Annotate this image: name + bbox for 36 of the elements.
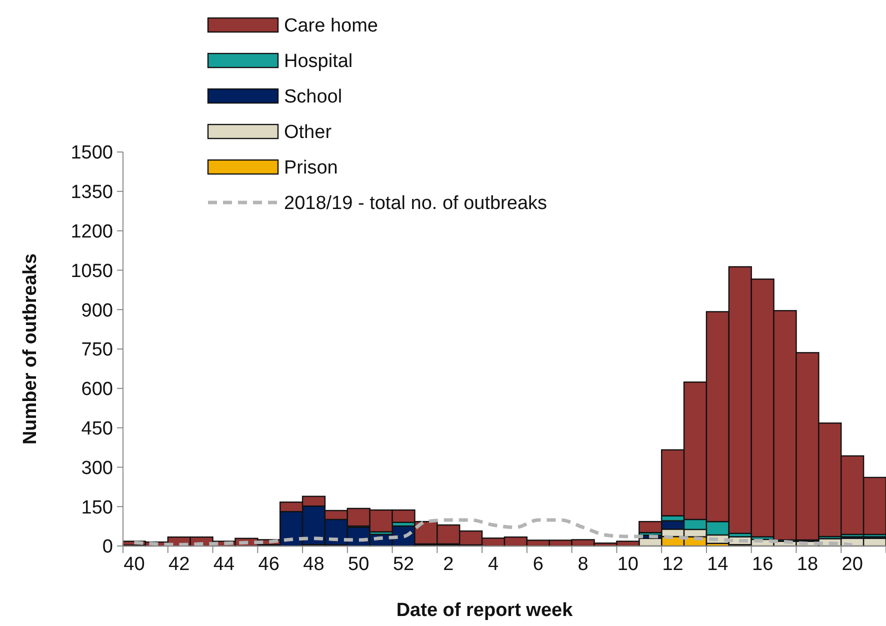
legend-label: Care home (284, 16, 378, 37)
x-tick-label: 50 (348, 554, 370, 575)
y-tick-label: 1500 (70, 142, 113, 164)
x-tick-label: 40 (124, 554, 145, 575)
x-tick-label: 10 (617, 554, 638, 575)
y-tick-label: 1350 (70, 182, 113, 204)
x-tick-label: 12 (662, 554, 684, 575)
legend-label: Prison (284, 158, 338, 179)
x-tick-label: 42 (168, 554, 190, 575)
x-tick-label: 2 (443, 554, 454, 575)
x-tick-label: 16 (752, 554, 774, 575)
y-tick-label: 150 (81, 497, 113, 518)
x-tick-label: 46 (258, 554, 280, 575)
y-tick-label: 1200 (70, 221, 113, 242)
x-tick-label: 4 (488, 554, 499, 575)
x-tick-label: 6 (532, 554, 544, 575)
y-tick-label: 900 (81, 300, 113, 322)
x-tick-label: 14 (707, 554, 729, 575)
legend-label: Other (284, 122, 332, 144)
y-tick-label: 450 (81, 418, 113, 440)
x-tick-label: 44 (213, 554, 235, 575)
x-tick-label: 48 (303, 554, 324, 575)
x-tick-label: 52 (392, 554, 414, 575)
x-tick-label: 20 (842, 554, 863, 575)
x-axis-title: Date of report week (396, 600, 574, 621)
legend-label: School (284, 86, 342, 108)
x-tick-label: 18 (796, 554, 818, 575)
x-tick-label: 8 (578, 554, 588, 575)
y-tick-label: 1050 (70, 260, 113, 282)
y-tick-label: 750 (81, 340, 113, 361)
y-axis-title: Number of outbreaks (20, 253, 41, 445)
y-tick-label: 600 (81, 379, 113, 400)
legend-label: Hospital (284, 51, 353, 72)
y-tick-label: 0 (102, 536, 113, 558)
y-tick-label: 300 (81, 458, 113, 479)
legend-label: 2018/19 - total no. of outbreaks (284, 193, 548, 214)
